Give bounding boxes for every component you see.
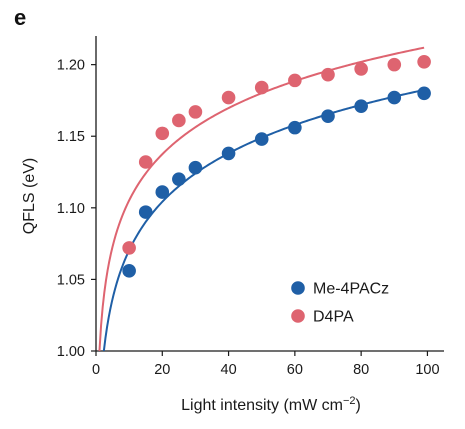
data-point-me-4pacz bbox=[188, 160, 203, 175]
data-point-d4pa bbox=[188, 105, 203, 119]
y-tick-label: 1.15 bbox=[57, 129, 85, 145]
y-tick-label: 1.05 bbox=[57, 272, 85, 288]
fit-line-me-4pacz bbox=[102, 88, 425, 351]
data-point-d4pa bbox=[254, 80, 269, 95]
x-axis-title: Light intensity (mW cm−2) bbox=[181, 395, 361, 414]
data-point-d4pa bbox=[417, 54, 431, 69]
x-tick-label: 20 bbox=[154, 362, 170, 378]
legend-marker-me-4pacz bbox=[291, 281, 305, 295]
x-tick-label: 40 bbox=[221, 362, 237, 378]
data-point-me-4pacz bbox=[288, 120, 302, 135]
x-tick-label: 0 bbox=[92, 362, 100, 378]
data-point-d4pa bbox=[354, 62, 368, 76]
axes: 0 20 40 60 80 100 1.00 1.05 1.10 1.15 1.20 bbox=[57, 36, 444, 378]
legend-label-d4pa: D4PA bbox=[313, 309, 354, 326]
data-point-d4pa bbox=[122, 241, 136, 255]
x-tick-label: 60 bbox=[287, 362, 303, 378]
y-axis-title: QFLS (eV) bbox=[21, 158, 38, 234]
data-point-me-4pacz bbox=[254, 132, 269, 146]
data-point-d4pa bbox=[221, 90, 236, 105]
legend-label-me-4pacz: Me-4PACz bbox=[313, 281, 389, 298]
data-point-me-4pacz bbox=[321, 109, 335, 123]
data-point-me-4pacz bbox=[417, 86, 431, 101]
x-tick-label: 100 bbox=[415, 362, 439, 378]
y-tick-label: 1.10 bbox=[57, 201, 85, 217]
data-point-me-4pacz bbox=[138, 205, 153, 219]
y-tick-label: 1.00 bbox=[57, 344, 85, 360]
data-point-me-4pacz bbox=[221, 146, 236, 161]
legend: Me-4PACz D4PA bbox=[291, 281, 389, 326]
data-point-d4pa bbox=[288, 73, 302, 88]
data-point-me-4pacz bbox=[354, 99, 368, 113]
data-point-d4pa bbox=[155, 126, 170, 141]
y-tick-label: 1.20 bbox=[57, 58, 85, 74]
data-point-me-4pacz bbox=[122, 264, 136, 278]
x-tick-label: 80 bbox=[353, 362, 369, 378]
x-axis-title-superscript: −2 bbox=[343, 395, 356, 407]
data-point-me-4pacz bbox=[172, 172, 186, 186]
legend-marker-d4pa bbox=[291, 309, 305, 323]
data-point-d4pa bbox=[387, 57, 402, 72]
data-points bbox=[122, 54, 431, 278]
x-axis-title-end: ) bbox=[356, 397, 361, 414]
panel-letter: e bbox=[14, 5, 26, 30]
data-point-d4pa bbox=[172, 113, 186, 128]
data-point-d4pa bbox=[321, 67, 335, 82]
data-point-me-4pacz bbox=[387, 90, 402, 105]
data-point-me-4pacz bbox=[155, 185, 170, 199]
data-point-d4pa bbox=[138, 155, 153, 169]
